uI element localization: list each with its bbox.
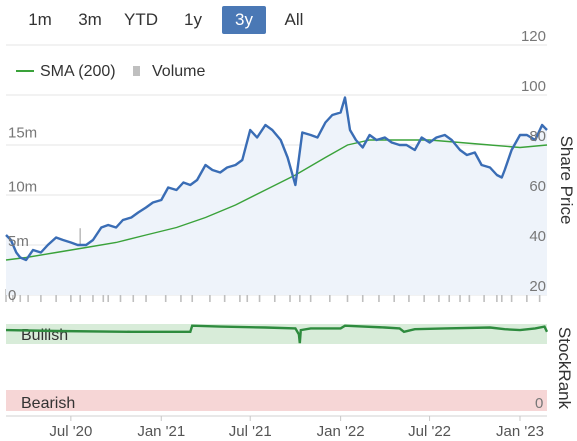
chart-legend: SMA (200) Volume [16,63,205,80]
volume-tick-label: 0 [8,287,16,304]
x-tick-label: Jul '20 [49,423,92,440]
price-tick-label: 40 [529,228,546,245]
price-tick-label: 120 [521,28,546,45]
stockrank-line [5,324,549,344]
volume-bar [408,288,410,302]
x-tick-label: Jan '21 [137,423,185,440]
volume-tick-label: 5m [8,233,29,250]
range-ytd-button[interactable]: YTD [124,10,158,29]
range-all-button[interactable]: All [284,10,304,29]
volume-bar [423,291,425,302]
range-3y-button[interactable]: 3y [222,6,266,34]
sma-legend-label: SMA (200) [40,63,116,80]
volume-bar [468,288,471,302]
volume-bar [299,292,301,302]
volume-axis: 0 5m 10m 15m [8,124,37,304]
volume-bar [329,293,331,302]
stockrank-axis-title: StockRank [555,327,574,410]
volume-bar [180,288,182,302]
x-axis: Jul '20 Jan '21 Jul '21 Jan '22 Jul '22 Jan '… [49,416,544,440]
range-3m-button[interactable]: 3m [78,10,102,29]
volume-tick-label: 15m [8,124,37,141]
price-area [6,97,547,295]
x-tick-label: Jan '22 [317,423,365,440]
share-price-axis-title: Share Price [557,136,576,225]
x-tick-label: Jul '21 [229,423,272,440]
range-1m-button[interactable]: 1m [28,10,52,29]
volume-legend-label: Volume [152,63,205,80]
price-lines [5,96,548,262]
price-axis: 20 40 60 80 100 120 [521,28,546,295]
volume-bar [510,288,513,302]
bearish-band [6,390,547,411]
volume-bar [40,288,42,302]
stockrank-zero-tick: 0 [535,395,543,412]
volume-legend-swatch [133,66,140,76]
volume-bar [191,291,194,302]
volume-bar [483,290,485,302]
volume-bar [5,288,7,302]
volume-bar [309,288,312,302]
x-tick-label: Jan '23 [496,423,544,440]
range-1y-button[interactable]: 1y [184,10,202,29]
volume-tick-label: 10m [8,179,37,196]
volume-bar [378,290,380,302]
bearish-band-label: Bearish [21,395,75,412]
price-area-fill [6,97,547,295]
x-tick-label: Jul '22 [408,423,451,440]
price-tick-label: 60 [529,178,546,195]
price-tick-label: 100 [521,78,546,95]
volume-bar [393,292,395,302]
range-selector: 1m 3m YTD 1y 3y All [0,0,577,42]
price-tick-label: 80 [529,128,546,145]
price-tick-label: 20 [529,278,546,295]
stockrank-series [5,324,549,344]
volume-bar [289,290,291,302]
stockrank-panel: Bullish Bearish 0 StockRank [5,324,574,412]
share-price-line [5,96,548,262]
